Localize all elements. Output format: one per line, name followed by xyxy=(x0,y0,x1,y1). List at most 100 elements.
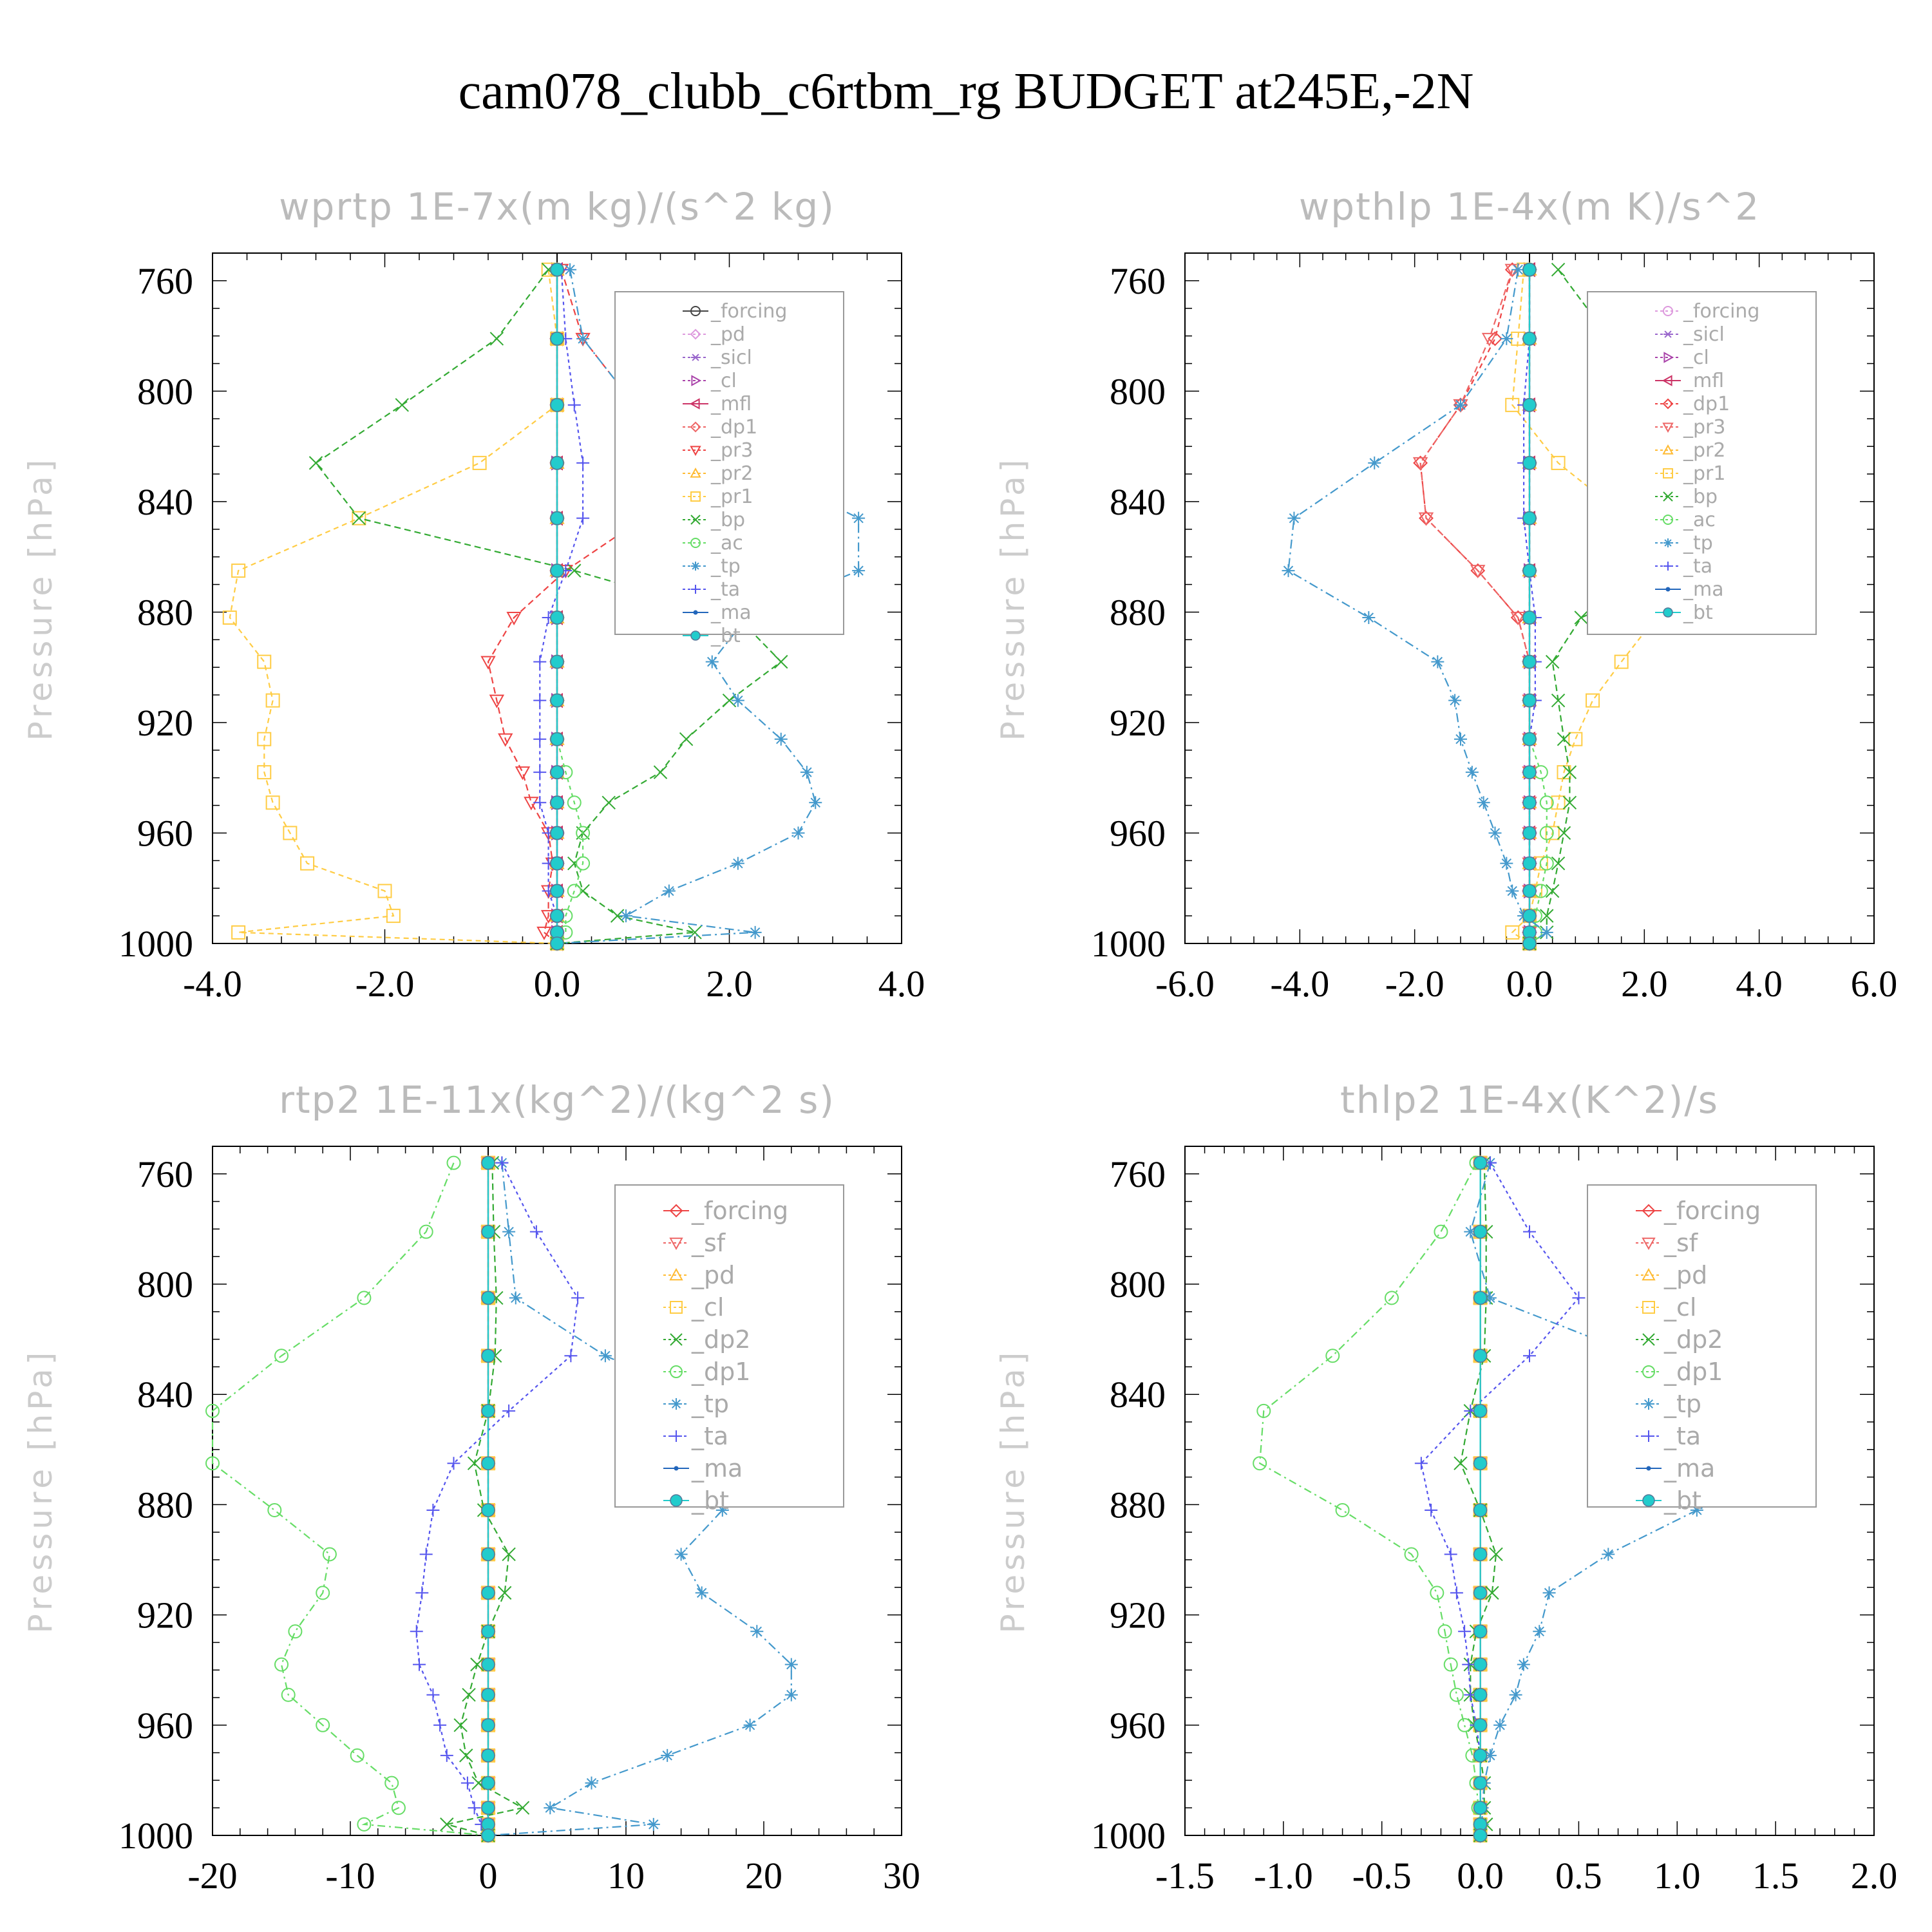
data-point xyxy=(1404,1547,1419,1562)
data-point xyxy=(791,826,805,840)
data-point xyxy=(386,909,401,923)
data-point xyxy=(550,262,564,277)
x-tick-label: 0.0 xyxy=(1506,963,1553,1005)
data-point xyxy=(481,1155,495,1170)
x-tick-label: 0.0 xyxy=(1457,1855,1504,1897)
x-tick-label: 4.0 xyxy=(878,963,925,1005)
legend-label: _ta xyxy=(710,578,740,601)
y-tick-label: 960 xyxy=(137,812,193,854)
data-point xyxy=(308,456,323,470)
data-point xyxy=(784,1658,798,1671)
panel-1: wpthlp 1E-4x(m K)/s^2 Pressure [hPa] -6.0 -… xyxy=(994,185,1897,1005)
legend-marker xyxy=(1663,538,1672,547)
data-point xyxy=(257,765,272,780)
legend-marker xyxy=(669,1267,683,1281)
data-point xyxy=(576,511,590,525)
data-point xyxy=(515,1801,530,1815)
legend-label: _mfl xyxy=(710,393,752,415)
legend-label: _bt xyxy=(710,625,741,647)
legend-label: _cl xyxy=(1663,1293,1696,1321)
data-point xyxy=(1522,795,1537,810)
legend-label: _pd xyxy=(1663,1261,1707,1289)
data-point xyxy=(1464,1225,1477,1238)
data-point xyxy=(1523,1349,1536,1363)
legend-marker xyxy=(1663,562,1672,571)
data-point xyxy=(688,925,702,940)
data-point xyxy=(377,884,392,898)
y-axis-label: Pressure [hPa] xyxy=(22,456,59,741)
data-point xyxy=(1522,332,1537,346)
y-tick-label: 760 xyxy=(137,1153,193,1195)
legend-label: _tp xyxy=(1663,1390,1701,1418)
data-point xyxy=(1522,693,1537,708)
legend-marker xyxy=(693,610,698,615)
data-point xyxy=(715,1503,729,1517)
legend-marker xyxy=(1663,306,1673,316)
data-point xyxy=(731,857,744,870)
data-point xyxy=(1448,694,1462,707)
panel-3: thlp2 1E-4x(K^2)/s Pressure [hPa] -1.5 -1.0… xyxy=(994,1078,1897,1897)
data-point xyxy=(550,611,564,625)
legend: _forcing _sf _pd _cl _dp2 _dp1 _tp _ta _ma _bt xyxy=(1587,1184,1817,1515)
legend-label: _dp1 xyxy=(1663,1358,1723,1386)
data-point xyxy=(1551,693,1566,708)
data-point xyxy=(481,1801,495,1815)
y-tick-label: 1000 xyxy=(118,1815,193,1857)
data-point xyxy=(467,1456,482,1470)
x-tick-label: 0.0 xyxy=(534,963,581,1005)
data-point xyxy=(316,1718,330,1732)
data-point xyxy=(426,1503,440,1517)
panel-title: rtp2 1E-11x(kg^2)/(kg^2 s) xyxy=(279,1078,835,1122)
data-point xyxy=(1540,909,1554,923)
panels: wprtp 1E-7x(m kg)/(s^2 kg) Pressure [hPa]… xyxy=(22,185,1897,1897)
x-tick-label: 2.0 xyxy=(1851,1855,1898,1897)
legend-label: _sicl xyxy=(710,346,752,369)
data-point xyxy=(497,1586,512,1600)
data-point xyxy=(1522,909,1537,923)
data-point xyxy=(1418,512,1434,526)
data-point xyxy=(1572,1291,1586,1305)
legend-marker xyxy=(690,421,701,433)
legend-label: _forcing xyxy=(710,300,787,323)
legend-marker xyxy=(689,398,700,410)
data-point xyxy=(205,1403,220,1418)
x-tick-label: -1.0 xyxy=(1254,1855,1313,1897)
data-point xyxy=(481,1586,495,1600)
data-point xyxy=(550,856,564,871)
data-point xyxy=(567,398,581,412)
legend-label: _forcing xyxy=(1683,300,1759,323)
data-point xyxy=(415,1586,429,1600)
data-point xyxy=(509,1291,522,1305)
data-point xyxy=(1431,655,1444,668)
y-tick-label: 880 xyxy=(1110,591,1166,633)
data-point xyxy=(1542,1586,1556,1600)
data-point xyxy=(1506,884,1519,898)
y-tick-label: 840 xyxy=(1110,1374,1166,1416)
data-point xyxy=(674,1548,688,1561)
data-point xyxy=(550,909,564,923)
x-tick-label: -0.5 xyxy=(1352,1855,1412,1897)
data-point xyxy=(1414,1457,1428,1470)
legend-label: _bp xyxy=(710,509,745,531)
data-point xyxy=(550,732,564,746)
data-point xyxy=(1602,1548,1615,1561)
legend-marker xyxy=(669,1204,683,1218)
legend-label: _bp xyxy=(1683,486,1718,508)
data-point xyxy=(550,795,564,810)
x-tick-label: -4.0 xyxy=(1270,963,1329,1005)
data-point xyxy=(1473,1291,1488,1305)
data-point xyxy=(1256,1403,1271,1418)
legend-label: _sf xyxy=(691,1229,726,1257)
legend-label: _ma xyxy=(1663,1454,1715,1482)
data-point xyxy=(1473,1349,1488,1363)
legend-marker xyxy=(690,446,701,457)
x-tick-label: -2.0 xyxy=(355,963,415,1005)
legend-label: _pr1 xyxy=(710,486,753,508)
data-point xyxy=(1522,511,1537,526)
legend-marker xyxy=(1663,352,1674,363)
x-tick-label: -20 xyxy=(187,1855,237,1897)
legend-marker xyxy=(1663,491,1673,502)
x-tick-label: -1.5 xyxy=(1155,1855,1215,1897)
y-tick-label: 880 xyxy=(137,1484,193,1526)
data-point xyxy=(544,1801,557,1815)
